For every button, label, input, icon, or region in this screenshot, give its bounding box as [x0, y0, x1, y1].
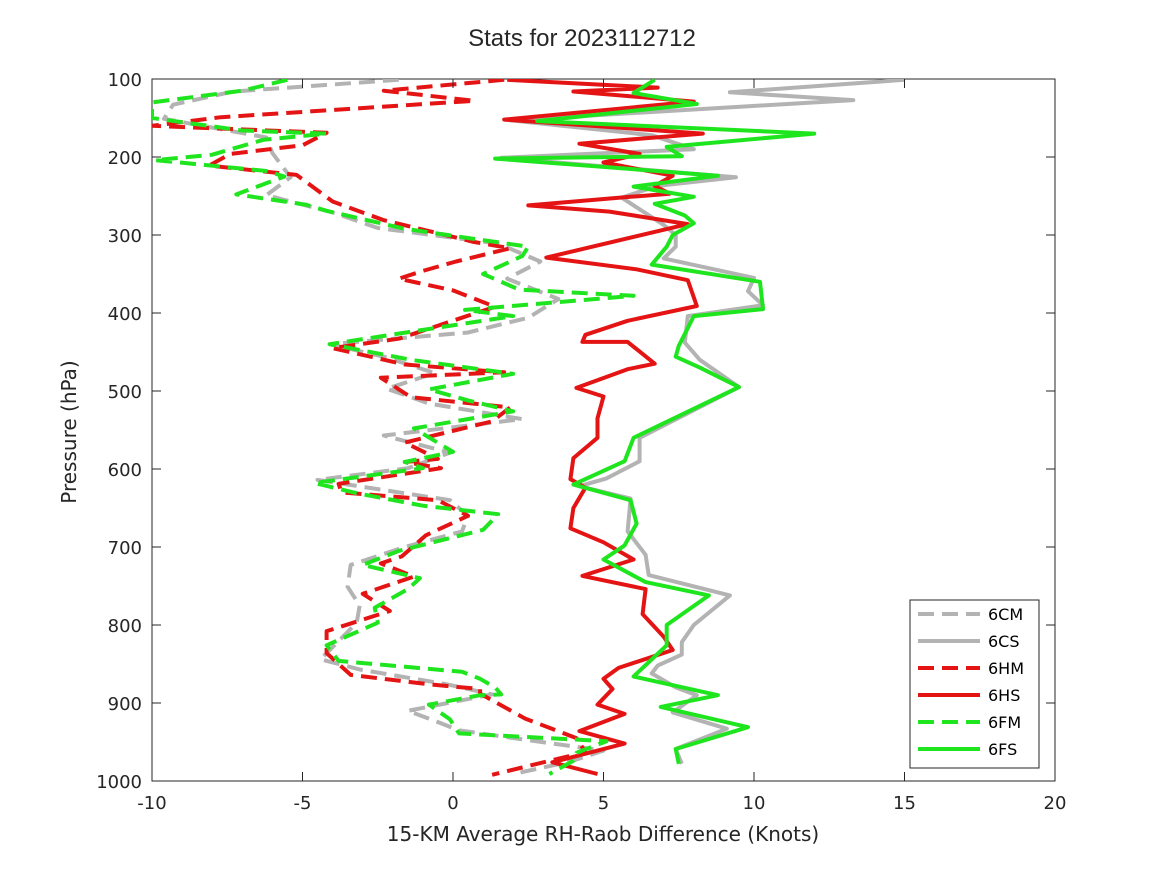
plot-area: -10 -5 0 5 10 15 20 100 200 300 400 500 600 700 800 900…	[96, 70, 1066, 814]
series-layer	[152, 79, 905, 777]
legend-label-6cm: 6CM	[988, 605, 1023, 624]
x-axis-label: 15-KM Average RH-Raob Difference (Knots)	[387, 822, 819, 846]
x-tick-label: 20	[1044, 793, 1067, 814]
y-tick-label: 1000	[96, 772, 142, 793]
y-tick-label: 300	[108, 226, 142, 247]
x-tick-label: 0	[447, 793, 458, 814]
series-line-6cm	[162, 79, 606, 776]
y-tick-label: 500	[108, 382, 142, 403]
legend-label-6hm: 6HM	[988, 659, 1024, 678]
x-tick-label: 15	[893, 793, 916, 814]
y-tick-label: 400	[108, 304, 142, 325]
y-tick-label: 200	[108, 148, 142, 169]
legend-label-6fs: 6FS	[988, 740, 1017, 759]
legend-label-6hs: 6HS	[988, 686, 1020, 705]
series-line-6fs	[493, 79, 817, 765]
legend-label-6cs: 6CS	[988, 632, 1020, 651]
y-axis-label: Pressure (hPa)	[57, 360, 81, 503]
legend-label-6fm: 6FM	[988, 713, 1021, 732]
legend: 6CM 6CS 6HM 6HS 6FM 6FS	[909, 599, 1040, 769]
x-tick-label: -5	[294, 793, 312, 814]
legend-box	[909, 599, 1040, 769]
y-tick-label: 900	[108, 694, 142, 715]
axes-box	[151, 78, 1056, 782]
x-tick-label: 5	[598, 793, 609, 814]
y-tick-label: 800	[108, 616, 142, 637]
y-tick-label: 700	[108, 538, 142, 559]
x-tick-label: 10	[743, 793, 766, 814]
chart-title: Stats for 2023112712	[468, 25, 696, 52]
y-tick-label: 600	[108, 460, 142, 481]
y-tick-label: 100	[108, 70, 142, 91]
series-line-6fm	[152, 79, 636, 776]
tick-layer: -10 -5 0 5 10 15 20 100 200 300 400 500 600 700 800 900…	[96, 70, 1066, 814]
x-tick-label: -10	[137, 793, 166, 814]
